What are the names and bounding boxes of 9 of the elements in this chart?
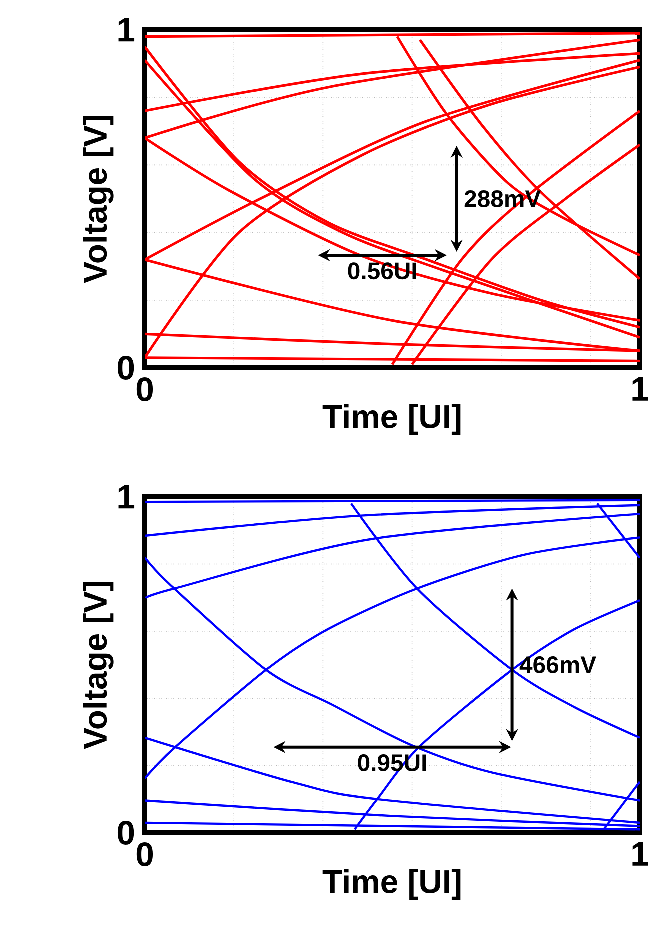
y-axis-title: Voltage [V] [83, 582, 114, 750]
x-axis-title: Time [UI] [322, 404, 461, 436]
y-axis-title: Voltage [V] [83, 116, 114, 284]
y-tick-label: 1 [118, 485, 135, 509]
x-axis-title: Time [UI] [322, 869, 461, 900]
y-tick-label: 0 [118, 356, 134, 380]
annotation: 466mV [520, 656, 596, 674]
y-tick-label: 1 [118, 18, 135, 42]
y-tick-label: 0 [118, 821, 134, 846]
